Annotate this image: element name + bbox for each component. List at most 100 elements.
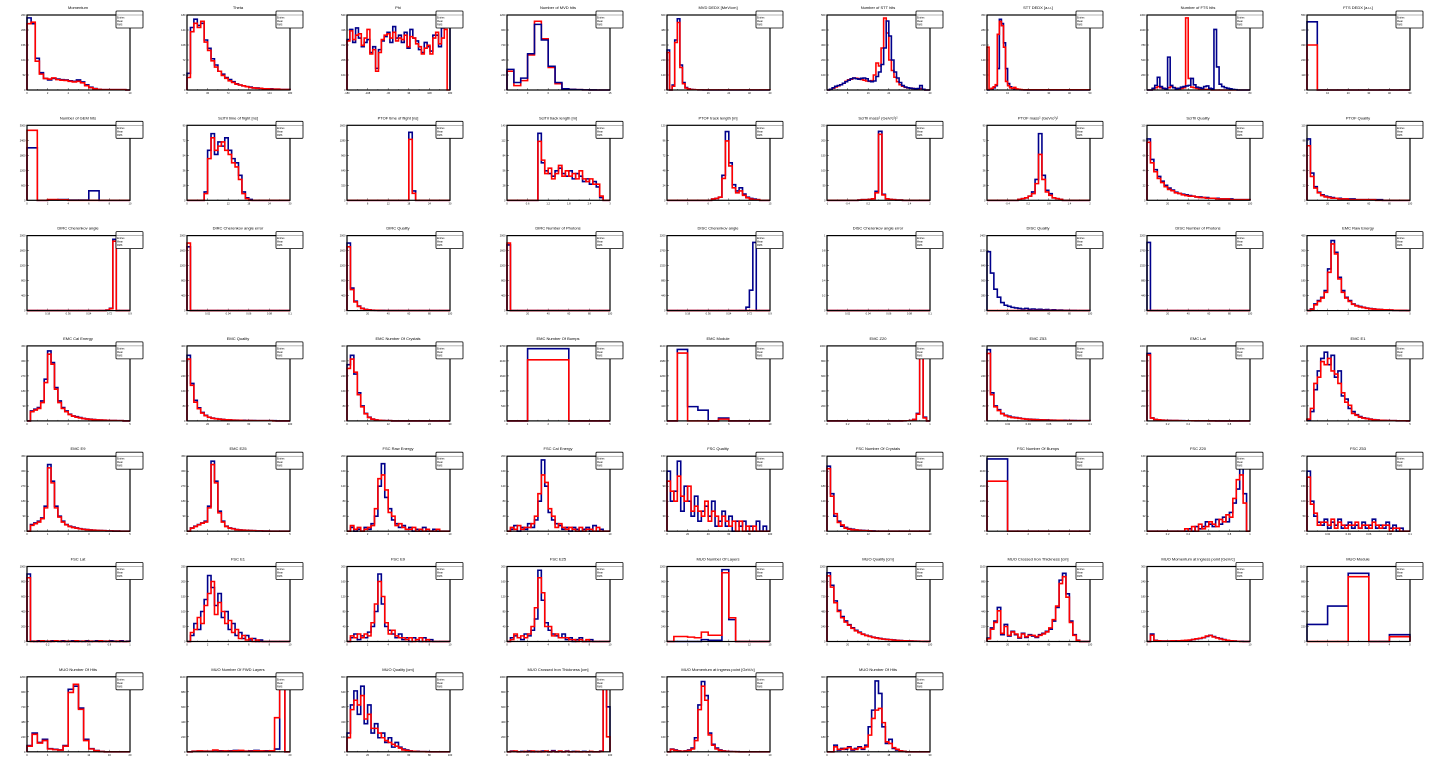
y-tick-label: 480 bbox=[501, 58, 506, 62]
stats-label: Mean bbox=[597, 241, 604, 244]
x-tick-label: 0 bbox=[186, 532, 188, 536]
stats-label: Entries bbox=[917, 458, 925, 461]
x-tick-label: 36 bbox=[206, 91, 209, 95]
x-tick-label: 4 bbox=[387, 532, 389, 536]
stats-label: RMS bbox=[597, 354, 603, 357]
y-tick-label: 120 bbox=[1141, 610, 1146, 614]
x-tick-label: 4 bbox=[109, 422, 111, 426]
x-tick-label: -180 bbox=[344, 91, 350, 95]
histogram-series-blue bbox=[347, 462, 450, 532]
x-tick-label: 4 bbox=[1069, 532, 1071, 536]
stats-box bbox=[435, 10, 464, 29]
stats-box bbox=[755, 672, 784, 691]
x-tick-label: 6 bbox=[547, 91, 549, 95]
x-tick-label: 60 bbox=[1047, 312, 1050, 316]
x-tick-label: 0 bbox=[1306, 422, 1308, 426]
stats-label: RMS bbox=[1237, 244, 1243, 247]
x-tick-label: 80 bbox=[748, 532, 751, 536]
histogram-title: Number of GEM hits bbox=[60, 115, 96, 120]
stats-label: Entries bbox=[277, 458, 285, 461]
histogram-panel: DISC Cherenkov angle error 0 0.02 0.04 0.06 0… bbox=[822, 226, 944, 316]
y-tick-label: 24 bbox=[663, 183, 666, 187]
stats-box bbox=[915, 120, 944, 139]
y-tick-label: 330 bbox=[1301, 43, 1306, 47]
y-tick-label: 2160 bbox=[500, 359, 506, 363]
y-tick-label: 540 bbox=[501, 404, 506, 408]
y-tick-label: 0 bbox=[1304, 529, 1306, 533]
x-tick-label: 64 bbox=[1228, 91, 1231, 95]
x-tick-label: 6 bbox=[248, 643, 250, 647]
y-tick-label: 1600 bbox=[20, 249, 26, 253]
x-tick-label: 12 bbox=[387, 201, 390, 205]
stats-label: Mean bbox=[1397, 130, 1404, 133]
x-tick-label: 0 bbox=[26, 643, 28, 647]
x-tick-label: 0.2 bbox=[46, 643, 50, 647]
histogram-series-red bbox=[507, 687, 611, 753]
x-tick-label: 80 bbox=[1388, 201, 1391, 205]
plot-frame bbox=[506, 124, 611, 201]
plot-frame bbox=[346, 345, 451, 422]
x-tick-label: 80 bbox=[428, 312, 431, 316]
histogram-series-blue bbox=[1306, 138, 1410, 202]
stats-label: Mean bbox=[117, 572, 124, 575]
histogram-series-red bbox=[1147, 17, 1250, 91]
y-tick-label: 400 bbox=[501, 294, 506, 298]
y-tick-label: 0 bbox=[664, 309, 666, 313]
y-tick-label: 720 bbox=[1301, 374, 1306, 378]
histogram-series-blue bbox=[186, 354, 290, 422]
histogram-series-blue bbox=[346, 242, 450, 312]
stats-label: RMS bbox=[117, 575, 123, 578]
histogram-panel: PTOF mass² (GeV/c²)² -1 -0.4 0.2 0.8 1.4 2 0 18 3… bbox=[983, 115, 1104, 205]
x-tick-label: 2 bbox=[47, 91, 49, 95]
plot-frame bbox=[666, 345, 771, 422]
x-tick-label: 8 bbox=[429, 643, 431, 647]
x-tick-label: 20 bbox=[1006, 312, 1009, 316]
x-tick-label: 80 bbox=[428, 753, 431, 757]
y-tick-label: 1680 bbox=[660, 359, 666, 363]
y-tick-label: 0 bbox=[824, 309, 826, 313]
y-tick-label: 840 bbox=[661, 389, 666, 393]
histogram-series-blue bbox=[827, 20, 930, 91]
y-tick-label: 0 bbox=[984, 88, 986, 92]
y-tick-label: 36 bbox=[983, 168, 986, 172]
x-tick-label: 8 bbox=[749, 422, 751, 426]
x-tick-label: 24 bbox=[428, 201, 431, 205]
histogram-title: DISC Number of Photons bbox=[1175, 226, 1220, 231]
x-tick-label: 5 bbox=[129, 532, 131, 536]
y-tick-label: 400 bbox=[21, 610, 26, 614]
x-tick-label: 100 bbox=[1088, 312, 1093, 316]
y-tick-label: 600 bbox=[661, 13, 666, 17]
histogram-series-red bbox=[1307, 243, 1410, 312]
x-tick-label: -108 bbox=[365, 91, 371, 95]
x-tick-label: 16 bbox=[1166, 91, 1169, 95]
x-tick-label: 10 bbox=[769, 753, 772, 757]
x-tick-label: 0 bbox=[186, 753, 188, 757]
stats-box bbox=[115, 672, 144, 691]
stats-label: RMS bbox=[597, 24, 603, 27]
y-tick-label: 320 bbox=[181, 359, 186, 363]
x-tick-label: 40 bbox=[547, 312, 550, 316]
stats-label: Entries bbox=[1237, 237, 1245, 240]
y-tick-label: 220 bbox=[1301, 58, 1306, 62]
x-tick-label: 30 bbox=[1367, 91, 1370, 95]
histogram-title: STT DEDX [a.u.] bbox=[1023, 5, 1053, 10]
stats-label: Entries bbox=[1237, 127, 1245, 130]
y-tick-label: 200 bbox=[821, 404, 826, 408]
y-tick-label: 360 bbox=[661, 43, 666, 47]
stats-label: Entries bbox=[917, 127, 925, 130]
y-tick-label: 2000 bbox=[20, 234, 26, 238]
histogram-series-red bbox=[507, 576, 610, 643]
x-tick-label: 8 bbox=[589, 643, 591, 647]
stats-label: RMS bbox=[757, 24, 763, 27]
stats-label: Entries bbox=[1237, 568, 1245, 571]
y-tick-label: 40 bbox=[503, 514, 506, 518]
stats-label: RMS bbox=[437, 465, 443, 468]
x-tick-label: 4 bbox=[207, 753, 209, 757]
histogram-title: PTOF track length [m] bbox=[698, 115, 737, 120]
histogram-title: Number of MVD hits bbox=[540, 5, 576, 10]
x-tick-label: 0 bbox=[26, 91, 28, 95]
stats-label: Entries bbox=[437, 237, 445, 240]
